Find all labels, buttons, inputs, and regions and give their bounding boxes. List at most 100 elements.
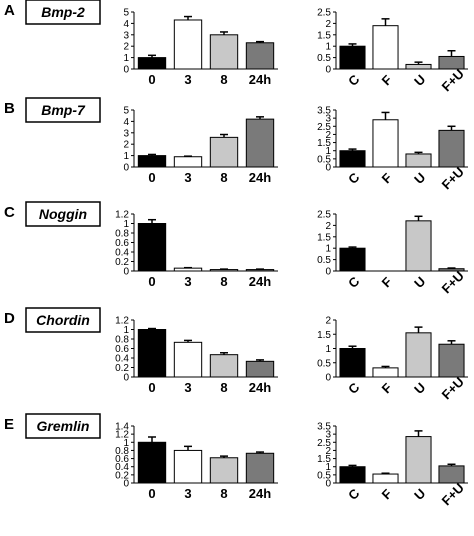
panel-letter: A [4,2,15,19]
x-category-label: 0 [148,274,155,289]
bar [245,118,275,168]
panel-b: B Bmp-7 [4,97,101,123]
y-tick-label: 1.5 [317,330,331,341]
bar [339,45,366,70]
panel-a: A Bmp-2 [4,0,101,25]
y-tick-label: 2.5 [317,438,331,449]
x-category-label: 8 [220,170,227,185]
gene-label-box [25,307,101,333]
x-category-label: 24h [249,380,271,395]
x-category-label: F [379,274,395,290]
bar [339,466,366,484]
x-category-label: 0 [148,72,155,87]
panel-c: C Noggin [4,201,101,227]
x-category-label: U [411,274,428,291]
y-tick-label: 1 [123,219,129,230]
bar [137,223,167,272]
y-tick-label: 0.8 [115,335,129,346]
y-tick-label: 0 [325,373,331,384]
y-tick-label: 2 [123,42,129,53]
y-tick-label: 3.5 [317,106,331,117]
gene-label: Bmp-7 [41,102,86,118]
bar [339,247,366,272]
bar [339,348,366,378]
y-tick-label: 1 [123,151,129,162]
panel-letter: C [4,204,15,221]
y-tick-label: 1.4 [115,422,129,433]
y-tick-label: 3.5 [317,422,331,433]
x-category-label: 8 [220,380,227,395]
y-tick-label: 0 [325,163,331,174]
panel-letter: D [4,310,15,327]
bar [137,57,167,70]
gene-label: Noggin [39,206,87,222]
bar [438,55,465,70]
gene-label-box [25,201,101,227]
y-tick-label: 0.6 [115,238,129,249]
gene-label-box [25,413,101,439]
bar [405,63,432,70]
x-category-label: 8 [220,486,227,501]
x-category-label: 3 [184,486,191,501]
y-tick-label: 1 [123,53,129,64]
y-tick-label: 0.2 [115,470,129,481]
gene-label: Chordin [36,312,90,328]
y-tick-label: 2 [325,130,331,141]
y-tick-label: 0.5 [317,470,331,481]
panel-d: D Chordin [4,307,101,333]
y-tick-label: 0.2 [115,257,129,268]
y-tick-label: 3 [123,30,129,41]
chart-e-time: 00.20.40.60.811.21.40 3 8 24h [115,422,278,501]
bar [372,473,399,484]
y-tick-label: 1.5 [317,232,331,243]
x-category-label: C [345,273,363,291]
bar [173,449,203,484]
x-category-label: F+U [439,480,467,508]
y-tick-label: 0.6 [115,344,129,355]
x-category-label: C [345,379,363,397]
y-tick-label: 1 [325,344,331,355]
bar [209,457,239,484]
y-tick-label: 0 [123,163,129,174]
panel-letter: E [4,416,14,433]
bar [405,436,432,484]
bar [137,329,167,378]
x-category-label: C [345,71,363,89]
x-category-label: U [411,486,428,503]
bar [173,267,203,272]
y-tick-label: 0 [325,479,331,490]
y-tick-label: 2.5 [317,8,331,19]
bar [209,136,239,168]
y-tick-label: 0 [123,65,129,76]
x-category-label: 24h [249,274,271,289]
y-tick-label: 0.6 [115,454,129,465]
y-tick-label: 0 [325,267,331,278]
bar [405,220,432,272]
panel-letter: B [4,100,15,117]
y-tick-label: 0 [123,479,129,490]
x-category-label: 8 [220,274,227,289]
x-category-label: F [379,170,395,186]
bar [405,153,432,168]
chart-c-treatment: 00.511.522.5 C F U F+U [317,210,468,296]
x-category-label: 24h [249,72,271,87]
y-tick-label: 1 [325,462,331,473]
x-category-label: F [379,380,395,396]
y-tick-label: 5 [123,8,129,19]
bar [245,42,275,70]
y-tick-label: 5 [123,106,129,117]
bar [339,150,366,168]
gene-label: Gremlin [37,418,90,434]
gene-label-box [25,97,101,123]
bar [372,367,399,378]
y-tick-label: 2.5 [317,122,331,133]
y-tick-label: 1.5 [317,30,331,41]
x-category-label: 0 [148,170,155,185]
x-category-label: U [411,170,428,187]
x-category-label: C [345,169,363,187]
y-tick-label: 2 [325,316,331,327]
y-tick-label: 0 [123,373,129,384]
bar [137,441,167,484]
